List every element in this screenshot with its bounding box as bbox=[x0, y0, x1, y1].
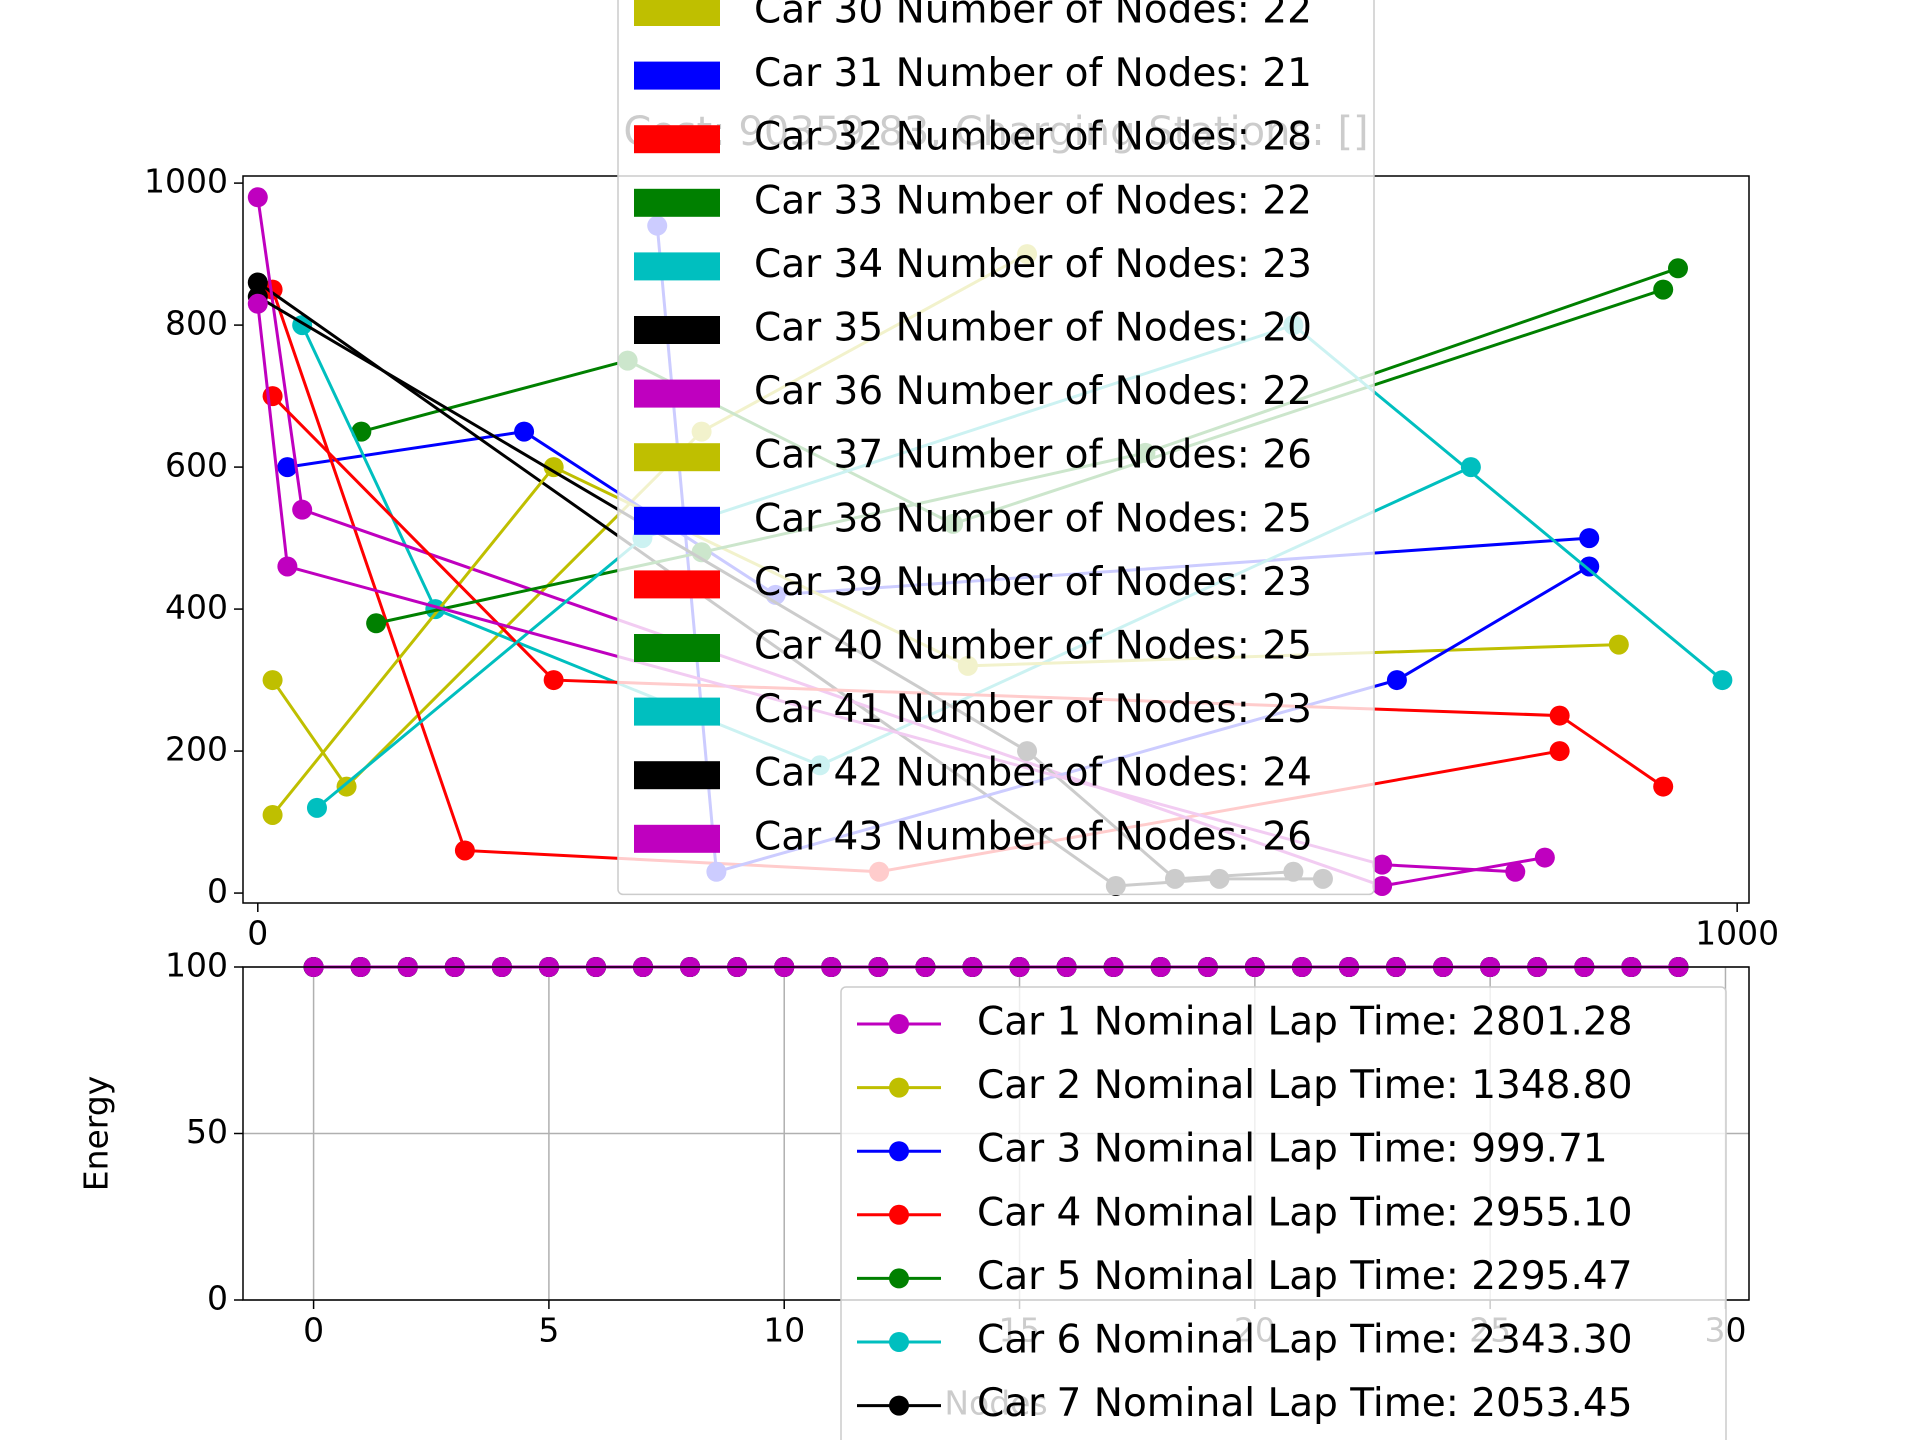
point bbox=[1712, 670, 1733, 691]
y-tick-label: 1000 bbox=[144, 162, 228, 201]
point bbox=[1579, 528, 1600, 549]
point bbox=[1505, 861, 1526, 882]
point bbox=[1386, 670, 1407, 691]
point bbox=[292, 499, 313, 520]
x-tick-label: 5 bbox=[538, 1311, 559, 1350]
point bbox=[247, 293, 268, 314]
legend-box bbox=[840, 986, 1727, 1440]
y-tick-label: 800 bbox=[165, 304, 228, 343]
y-tick-label: 50 bbox=[186, 1112, 228, 1151]
point bbox=[543, 670, 564, 691]
point bbox=[277, 556, 298, 577]
legend-label: Car 42 Number of Nodes: 24 bbox=[754, 751, 1312, 796]
legend-label: Car 4 Nominal Lap Time: 2955.10 bbox=[977, 1190, 1633, 1235]
legend-swatch bbox=[889, 1141, 909, 1162]
point bbox=[1653, 776, 1674, 797]
y-tick-label: 200 bbox=[165, 730, 228, 769]
legend-swatch bbox=[889, 1395, 909, 1416]
legend-swatch bbox=[889, 1014, 909, 1034]
legend-label: Car 35 Number of Nodes: 20 bbox=[754, 306, 1312, 351]
legend-swatch bbox=[889, 1077, 909, 1098]
legend-swatch bbox=[634, 570, 720, 599]
y-axis-label: Energy bbox=[77, 1076, 116, 1192]
legend-label: Car 33 Number of Nodes: 22 bbox=[754, 178, 1312, 223]
x-tick-label: 10 bbox=[763, 1311, 805, 1350]
legend-swatch bbox=[634, 761, 720, 790]
legend-swatch bbox=[634, 316, 720, 344]
legend-swatch bbox=[634, 824, 720, 853]
legend-swatch bbox=[634, 443, 720, 472]
legend-swatch bbox=[634, 506, 720, 535]
legend-label: Car 2 Nominal Lap Time: 1348.80 bbox=[977, 1063, 1633, 1108]
legend-label: Car 5 Nominal Lap Time: 2295.47 bbox=[977, 1254, 1633, 1299]
legend-label: Car 3 Nominal Lap Time: 999.71 bbox=[977, 1127, 1608, 1172]
legend-label: Car 41 Number of Nodes: 23 bbox=[754, 687, 1312, 732]
legend-label: Car 36 Number of Nodes: 22 bbox=[754, 369, 1312, 414]
legend-swatch bbox=[634, 379, 720, 408]
point bbox=[1460, 457, 1481, 478]
point bbox=[1549, 705, 1570, 726]
legend-label: Car 6 Nominal Lap Time: 2343.30 bbox=[977, 1318, 1633, 1363]
x-tick-label: 1000 bbox=[1695, 914, 1779, 953]
x-tick-label: 0 bbox=[303, 1311, 324, 1350]
legend-label: Car 37 Number of Nodes: 26 bbox=[754, 433, 1312, 478]
point bbox=[1667, 258, 1688, 279]
legend-label: Car 7 Nominal Lap Time: 2053.45 bbox=[977, 1381, 1633, 1426]
point bbox=[306, 797, 327, 818]
legend-label: Car 1 Nominal Lap Time: 2801.28 bbox=[977, 1000, 1633, 1045]
legend-label: Car 34 Number of Nodes: 23 bbox=[754, 242, 1312, 287]
y-tick-label: 0 bbox=[207, 872, 228, 911]
legend-label: Car 38 Number of Nodes: 25 bbox=[754, 496, 1312, 541]
legend-swatch bbox=[634, 0, 720, 26]
point bbox=[543, 457, 564, 478]
y-tick-label: 600 bbox=[165, 446, 228, 485]
point bbox=[262, 804, 283, 825]
legend-swatch bbox=[889, 1332, 909, 1352]
point bbox=[1372, 875, 1393, 896]
y-tick-label: 0 bbox=[207, 1279, 228, 1318]
point bbox=[247, 272, 268, 293]
legend-swatch bbox=[889, 1268, 909, 1289]
legend-label: Car 30 Number of Nodes: 22 bbox=[754, 0, 1312, 33]
legend-swatch bbox=[634, 697, 720, 726]
legend-label: Car 43 Number of Nodes: 26 bbox=[754, 814, 1312, 859]
legend-swatch bbox=[634, 61, 720, 90]
point bbox=[1549, 741, 1570, 762]
point bbox=[514, 421, 535, 442]
legend-label: Car 31 Number of Nodes: 21 bbox=[754, 51, 1312, 96]
x-tick-label: 0 bbox=[247, 914, 268, 953]
legend-label: Car 40 Number of Nodes: 25 bbox=[754, 624, 1312, 669]
point bbox=[1579, 556, 1600, 577]
legend-swatch bbox=[634, 252, 720, 281]
point bbox=[277, 457, 298, 478]
point bbox=[1608, 634, 1629, 655]
point bbox=[262, 386, 283, 407]
point bbox=[1372, 854, 1393, 875]
legend-box bbox=[617, 0, 1375, 896]
y-tick-label: 100 bbox=[165, 946, 228, 985]
point bbox=[1534, 847, 1555, 868]
point bbox=[247, 187, 268, 208]
point bbox=[366, 613, 387, 634]
legend-swatch bbox=[889, 1204, 909, 1225]
point bbox=[351, 421, 372, 442]
legend-swatch bbox=[634, 634, 720, 662]
point bbox=[336, 776, 357, 797]
legend-swatch bbox=[634, 125, 720, 154]
point bbox=[1653, 279, 1674, 300]
y-tick-label: 400 bbox=[165, 588, 228, 627]
legend-label: Car 39 Number of Nodes: 23 bbox=[754, 560, 1312, 605]
legend-label: Car 32 Number of Nodes: 28 bbox=[754, 115, 1312, 160]
point bbox=[454, 840, 475, 861]
legend-swatch bbox=[634, 188, 720, 217]
point bbox=[262, 670, 283, 691]
